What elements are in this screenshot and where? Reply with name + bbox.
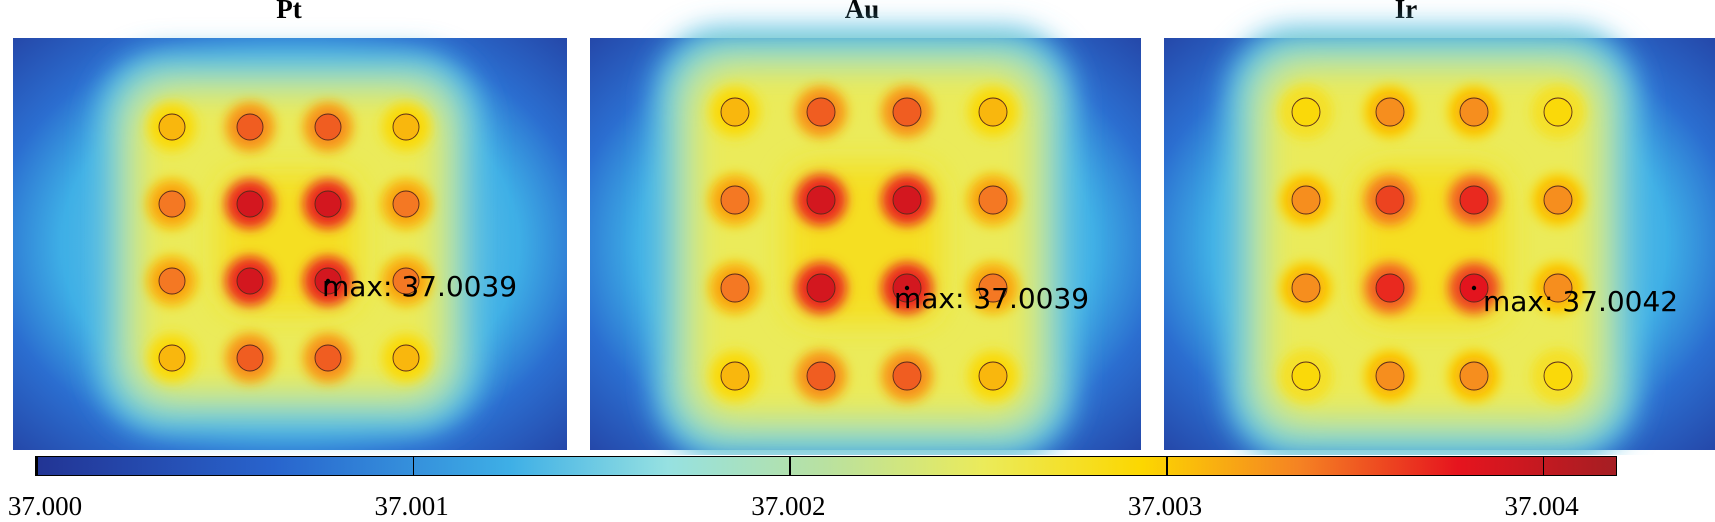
- electrode-r1-c4: [1543, 97, 1573, 127]
- electrode-r3-c2: [236, 267, 264, 295]
- electrode-r1-c3: [892, 97, 922, 127]
- electrode-r3-c4: [392, 267, 420, 295]
- electrode-r4-c3: [314, 344, 342, 372]
- panel-pt: max: 37.0039: [13, 38, 567, 450]
- electrode-r2-c4: [392, 190, 420, 218]
- colorbar-tick-label: 37.002: [751, 491, 826, 521]
- electrode-r1-c1: [1291, 97, 1321, 127]
- heatmap-figure: max: 37.0039 max: 37.0039 max: 37.0042: [13, 28, 1715, 455]
- electrode-r4-c4: [392, 344, 420, 372]
- electrode-r4-c1: [1291, 361, 1321, 391]
- electrode-r1-c3: [1459, 97, 1489, 127]
- electrode-r4-c2: [806, 361, 836, 391]
- electrode-r2-c2: [236, 190, 264, 218]
- max-marker: [904, 285, 910, 291]
- electrode-r4-c3: [892, 361, 922, 391]
- electrode-r2-c3: [892, 185, 922, 215]
- electrode-r3-c1: [1291, 273, 1321, 303]
- electrode-r2-c4: [1543, 185, 1573, 215]
- electrode-r3-c4: [1543, 273, 1573, 303]
- colorbar-tick: [1542, 457, 1545, 475]
- max-annotation: max: 37.0039: [894, 282, 1089, 315]
- electrode-r3-c2: [806, 273, 836, 303]
- electrode-r3-c2: [1375, 273, 1405, 303]
- panel-ir: max: 37.0042: [1164, 28, 1715, 455]
- electrode-r1-c2: [806, 97, 836, 127]
- electrode-r2-c4: [978, 185, 1008, 215]
- electrode-r2-c3: [314, 190, 342, 218]
- colorbar-tick: [36, 457, 38, 475]
- panel-au: max: 37.0039: [590, 28, 1141, 455]
- electrode-r2-c2: [1375, 185, 1405, 215]
- panel-title-pt: Pt: [276, 0, 302, 24]
- electrode-r2-c1: [1291, 185, 1321, 215]
- colorbar-tick: [1166, 457, 1168, 475]
- electrode-r4-c3: [1459, 361, 1489, 391]
- electrode-r4-c4: [1543, 361, 1573, 391]
- electrode-r4-c4: [978, 361, 1008, 391]
- electrode-r4-c1: [720, 361, 750, 391]
- electrode-r3-c4: [978, 273, 1008, 303]
- electrode-r1-c4: [392, 113, 420, 141]
- electrode-r1-c2: [1375, 97, 1405, 127]
- electrode-r1-c1: [158, 113, 186, 141]
- electrode-r4-c2: [1375, 361, 1405, 391]
- colorbar: [35, 456, 1617, 476]
- colorbar-tick-label: 37.000: [7, 491, 83, 521]
- panel-title-au: Au: [844, 0, 880, 24]
- colorbar-tick-label: 37.003: [1127, 491, 1203, 521]
- electrode-r3-c1: [720, 273, 750, 303]
- electrode-r2-c3: [1459, 185, 1489, 215]
- electrode-r2-c1: [158, 190, 186, 218]
- colorbar-tick: [789, 457, 791, 475]
- electrode-r1-c2: [236, 113, 264, 141]
- electrode-r4-c1: [158, 344, 186, 372]
- max-marker: [1471, 285, 1477, 291]
- electrode-r1-c3: [314, 113, 342, 141]
- colorbar-tick: [412, 457, 415, 475]
- colorbar-tick-label: 37.004: [1504, 491, 1579, 521]
- max-marker: [325, 278, 331, 284]
- panel-title-ir: Ir: [1394, 0, 1418, 24]
- electrode-r2-c1: [720, 185, 750, 215]
- colorbar-tick-label: 37.001: [374, 491, 449, 521]
- electrode-r3-c1: [158, 267, 186, 295]
- max-annotation: max: 37.0039: [322, 270, 517, 303]
- electrode-r1-c1: [720, 97, 750, 127]
- electrode-r2-c2: [806, 185, 836, 215]
- electrode-r4-c2: [236, 344, 264, 372]
- max-annotation: max: 37.0042: [1483, 285, 1678, 318]
- electrode-r1-c4: [978, 97, 1008, 127]
